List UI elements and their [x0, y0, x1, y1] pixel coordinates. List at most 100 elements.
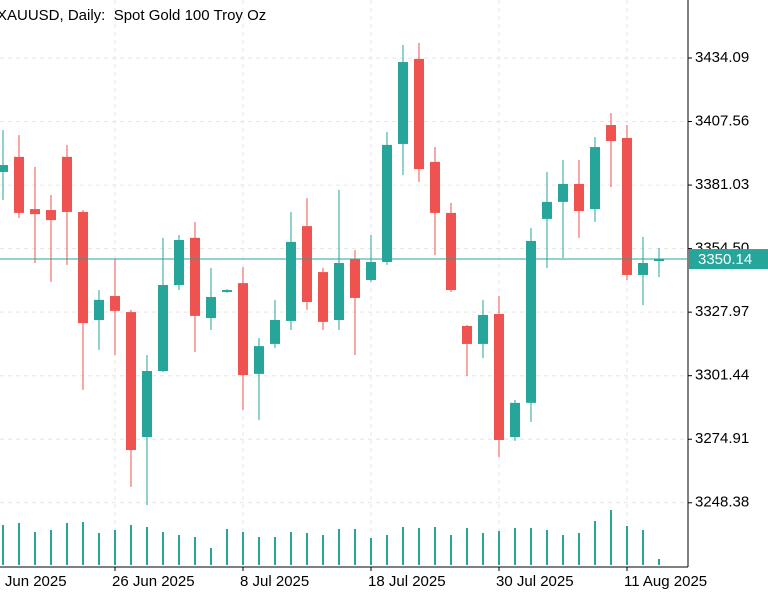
candle-body — [510, 402, 520, 438]
volume-bar — [162, 532, 164, 565]
y-tick-label: 3301.44 — [695, 367, 749, 384]
volume-bar — [530, 528, 532, 565]
volume-bar — [322, 535, 324, 565]
x-tick-label: 26 Jun 2025 — [112, 573, 195, 590]
volume-bar — [594, 521, 596, 565]
y-tick-label: 3327.97 — [695, 303, 749, 320]
volume-bar — [66, 523, 68, 565]
volume-bar — [146, 527, 148, 565]
volume-bar — [242, 532, 244, 565]
candle-body — [94, 299, 104, 320]
price-label: 3350.14 — [698, 251, 752, 268]
volume-bar — [418, 528, 420, 565]
y-tick-label: 3248.38 — [695, 494, 749, 511]
x-tick-label: 11 Aug 2025 — [624, 573, 707, 590]
volume-bar — [274, 537, 276, 565]
candle-body — [302, 226, 312, 303]
volume-bar — [258, 537, 260, 565]
volume-bar — [466, 528, 468, 565]
y-tick-label: 3407.56 — [695, 112, 749, 129]
volume-bar — [178, 535, 180, 565]
volume-bar — [354, 529, 356, 565]
candle-body — [526, 240, 536, 403]
candle-body — [606, 125, 616, 142]
candle-body — [62, 156, 72, 212]
candle-body — [494, 313, 504, 440]
candle-body — [638, 262, 648, 275]
volume-bar — [658, 559, 660, 565]
candle-body — [398, 62, 408, 144]
volume-bar — [210, 548, 212, 565]
volume-bar — [434, 527, 436, 565]
candle-body — [366, 262, 376, 280]
volume-bar — [610, 510, 612, 565]
volume-bar — [386, 535, 388, 565]
candle-body — [110, 296, 120, 311]
price-label-box — [689, 249, 768, 270]
volume-bar — [546, 530, 548, 565]
candle-body — [174, 239, 184, 286]
candle-body — [286, 241, 296, 321]
volume-bar — [98, 533, 100, 565]
volume-bar — [226, 529, 228, 565]
candle-body — [14, 156, 24, 213]
candle-body — [478, 314, 488, 344]
y-tick-label: 3381.03 — [695, 176, 749, 193]
volume-bar — [578, 533, 580, 565]
candle-body — [254, 346, 264, 374]
candle-body — [654, 259, 664, 262]
y-tick-label: 3274.91 — [695, 430, 749, 447]
volume-bar — [450, 535, 452, 565]
volume-bar — [482, 533, 484, 565]
candle-body — [190, 237, 200, 316]
volume-bar — [2, 525, 4, 565]
candle-body — [158, 285, 168, 371]
candle-body — [318, 272, 328, 322]
volume-bar — [18, 523, 20, 565]
candle-body — [590, 147, 600, 210]
candle-body — [542, 201, 552, 219]
candle-body — [142, 370, 152, 438]
candle-body — [622, 137, 632, 275]
candle-body — [270, 319, 280, 344]
volume-bar — [34, 532, 36, 565]
volume-bar — [642, 530, 644, 565]
volume-bar — [290, 532, 292, 565]
volume-bar — [626, 526, 628, 565]
candle-body — [30, 209, 40, 215]
volume-bar — [498, 531, 500, 565]
candle-body — [350, 258, 360, 298]
candle-body — [462, 325, 472, 344]
chart-title: XAUUSD, Daily: Spot Gold 100 Troy Oz — [0, 7, 266, 24]
candle-body — [334, 262, 344, 320]
candle-body — [126, 312, 136, 451]
candle-body — [222, 290, 232, 292]
candle-body — [0, 165, 8, 172]
volume-bar — [114, 530, 116, 565]
y-tick-label: 3434.09 — [695, 49, 749, 66]
candle-body — [238, 283, 248, 376]
x-tick-label: 8 Jul 2025 — [240, 573, 309, 590]
volume-bar — [50, 530, 52, 565]
x-tick-label: 16 Jun 2025 — [0, 573, 67, 590]
x-tick-label: 18 Jul 2025 — [368, 573, 446, 590]
candle-body — [446, 212, 456, 291]
candle-body — [206, 296, 216, 319]
candle-body — [414, 58, 424, 170]
x-tick-label: 30 Jul 2025 — [496, 573, 574, 590]
volume-bar — [130, 525, 132, 565]
volume-bar — [370, 538, 372, 565]
candle-body — [574, 183, 584, 212]
candle-body — [46, 210, 56, 221]
volume-bar — [562, 535, 564, 565]
volume-bar — [194, 537, 196, 565]
candle-body — [430, 161, 440, 213]
volume-bar — [402, 527, 404, 565]
volume-bar — [306, 533, 308, 565]
volume-bar — [82, 522, 84, 565]
volume-layer — [2, 510, 660, 565]
volume-bar — [514, 528, 516, 565]
